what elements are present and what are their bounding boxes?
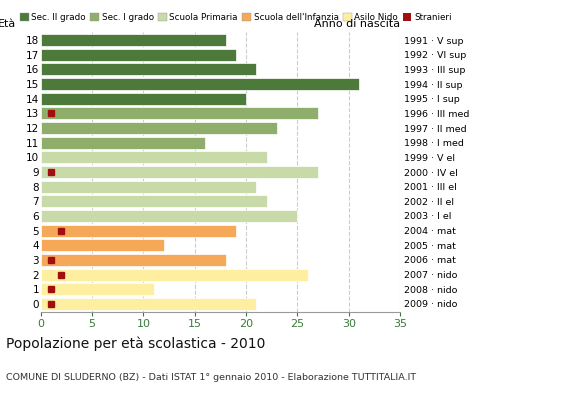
Bar: [41, 283, 154, 295]
Bar: [41, 210, 298, 222]
Text: COMUNE DI SLUDERNO (BZ) - Dati ISTAT 1° gennaio 2010 - Elaborazione TUTTITALIA.I: COMUNE DI SLUDERNO (BZ) - Dati ISTAT 1° …: [6, 373, 416, 382]
Text: Popolazione per età scolastica - 2010: Popolazione per età scolastica - 2010: [6, 336, 265, 351]
Bar: [41, 137, 205, 149]
Legend: Sec. II grado, Sec. I grado, Scuola Primaria, Scuola dell'Infanzia, Asilo Nido, : Sec. II grado, Sec. I grado, Scuola Prim…: [20, 13, 451, 22]
Bar: [41, 195, 267, 207]
Bar: [41, 225, 236, 237]
Bar: [41, 93, 246, 105]
Bar: [41, 63, 256, 75]
Bar: [41, 49, 236, 61]
Bar: [41, 239, 164, 251]
Bar: [41, 181, 256, 193]
Bar: [41, 78, 359, 90]
Bar: [41, 298, 256, 310]
Text: Età: Età: [0, 19, 16, 29]
Bar: [41, 254, 226, 266]
Bar: [41, 269, 308, 281]
Bar: [41, 166, 318, 178]
Text: Anno di nascita: Anno di nascita: [314, 19, 400, 29]
Bar: [41, 151, 267, 163]
Bar: [41, 107, 318, 119]
Bar: [41, 34, 226, 46]
Bar: [41, 122, 277, 134]
